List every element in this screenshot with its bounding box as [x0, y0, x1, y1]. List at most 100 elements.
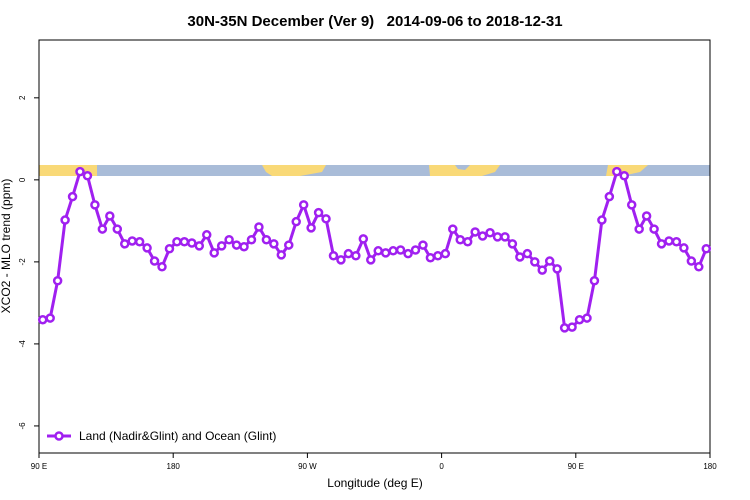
data-point — [537, 265, 547, 275]
data-point — [75, 166, 85, 177]
data-point — [321, 214, 331, 224]
data-point — [366, 255, 376, 265]
data-point — [52, 275, 63, 286]
data-point — [395, 245, 406, 255]
data-point — [306, 223, 316, 233]
y-tick-label: -2 — [18, 258, 27, 266]
data-point — [440, 248, 451, 259]
data-point — [544, 256, 555, 266]
data-point — [112, 224, 123, 234]
data-point — [291, 216, 301, 227]
data-point — [470, 227, 480, 237]
data-point — [604, 191, 615, 202]
data-point — [686, 256, 697, 266]
data-point — [559, 323, 570, 333]
data-point — [269, 239, 279, 249]
x-tick-label: 90 E — [31, 462, 47, 471]
data-point — [239, 241, 249, 252]
data-point — [134, 237, 145, 247]
data-point — [328, 250, 339, 261]
data-point — [492, 232, 503, 242]
y-tick-label: -6 — [18, 422, 27, 430]
data-point — [276, 250, 287, 260]
data-point — [448, 224, 458, 234]
data-point — [582, 313, 592, 323]
data-point — [634, 224, 644, 234]
data-point — [485, 228, 495, 238]
data-point — [433, 250, 443, 261]
data-point — [679, 243, 689, 253]
data-point — [358, 234, 369, 244]
land-ocean-strip — [39, 165, 710, 176]
data-point — [388, 246, 398, 256]
data-point — [380, 248, 391, 258]
x-axis-label: Longitude (deg E) — [327, 476, 422, 490]
data-point — [574, 314, 585, 325]
data-point — [649, 224, 659, 234]
y-tick-label: -4 — [18, 340, 27, 348]
data-point — [60, 215, 70, 225]
data-point — [119, 239, 130, 249]
x-tick-label: 0 — [439, 462, 444, 471]
x-tick-label: 90 W — [298, 462, 317, 471]
data-point — [179, 237, 190, 247]
data-point — [172, 237, 182, 247]
data-point — [127, 236, 137, 246]
data-point — [515, 252, 525, 262]
data-point — [522, 248, 533, 259]
data-point — [298, 200, 309, 210]
data-point — [246, 234, 257, 245]
data-point — [403, 248, 413, 259]
data-point — [45, 313, 55, 323]
data-point — [656, 239, 667, 249]
data-point — [462, 237, 473, 247]
data-point — [202, 230, 212, 240]
data-point — [224, 234, 234, 245]
data-point — [105, 211, 115, 221]
data-point — [619, 171, 630, 181]
data-point — [157, 262, 167, 272]
data-point — [209, 248, 219, 258]
legend-marker — [54, 431, 64, 441]
legend-label: Land (Nadir&Glint) and Ocean (Glint) — [79, 429, 276, 443]
data-point — [597, 215, 607, 225]
data-point — [194, 241, 205, 251]
data-point — [313, 207, 324, 218]
data-point — [231, 240, 242, 250]
data-point — [343, 248, 354, 259]
y-tick-label: 0 — [18, 177, 27, 182]
data-point — [164, 244, 175, 254]
data-point — [149, 256, 160, 266]
data-point — [530, 257, 540, 267]
y-tick-label: 2 — [18, 95, 27, 100]
data-point — [507, 239, 518, 249]
data-point — [694, 262, 704, 272]
data-point — [626, 200, 637, 210]
data-point — [664, 236, 674, 246]
x-tick-label: 180 — [703, 462, 717, 471]
data-point — [261, 234, 272, 245]
x-tick-label: 90 E — [568, 462, 584, 471]
data-point — [589, 275, 600, 286]
data-point — [410, 245, 421, 255]
data-point — [37, 314, 48, 325]
data-point — [82, 171, 93, 181]
data-point — [671, 237, 682, 247]
data-point — [500, 232, 510, 242]
data-point — [97, 224, 108, 234]
data-point — [254, 222, 264, 232]
data-point — [455, 234, 465, 245]
y-axis-label: XCO2 - MLO trend (ppm) — [0, 179, 13, 314]
data-point — [351, 250, 361, 261]
data-point — [477, 231, 488, 241]
data-point — [641, 211, 652, 221]
data-point — [187, 238, 197, 248]
x-tick-label: 180 — [167, 462, 181, 471]
data-point — [701, 244, 712, 254]
data-point — [612, 166, 622, 177]
data-point — [142, 243, 152, 253]
data-point — [67, 191, 78, 202]
data-point — [284, 240, 294, 250]
data-point — [418, 240, 428, 250]
